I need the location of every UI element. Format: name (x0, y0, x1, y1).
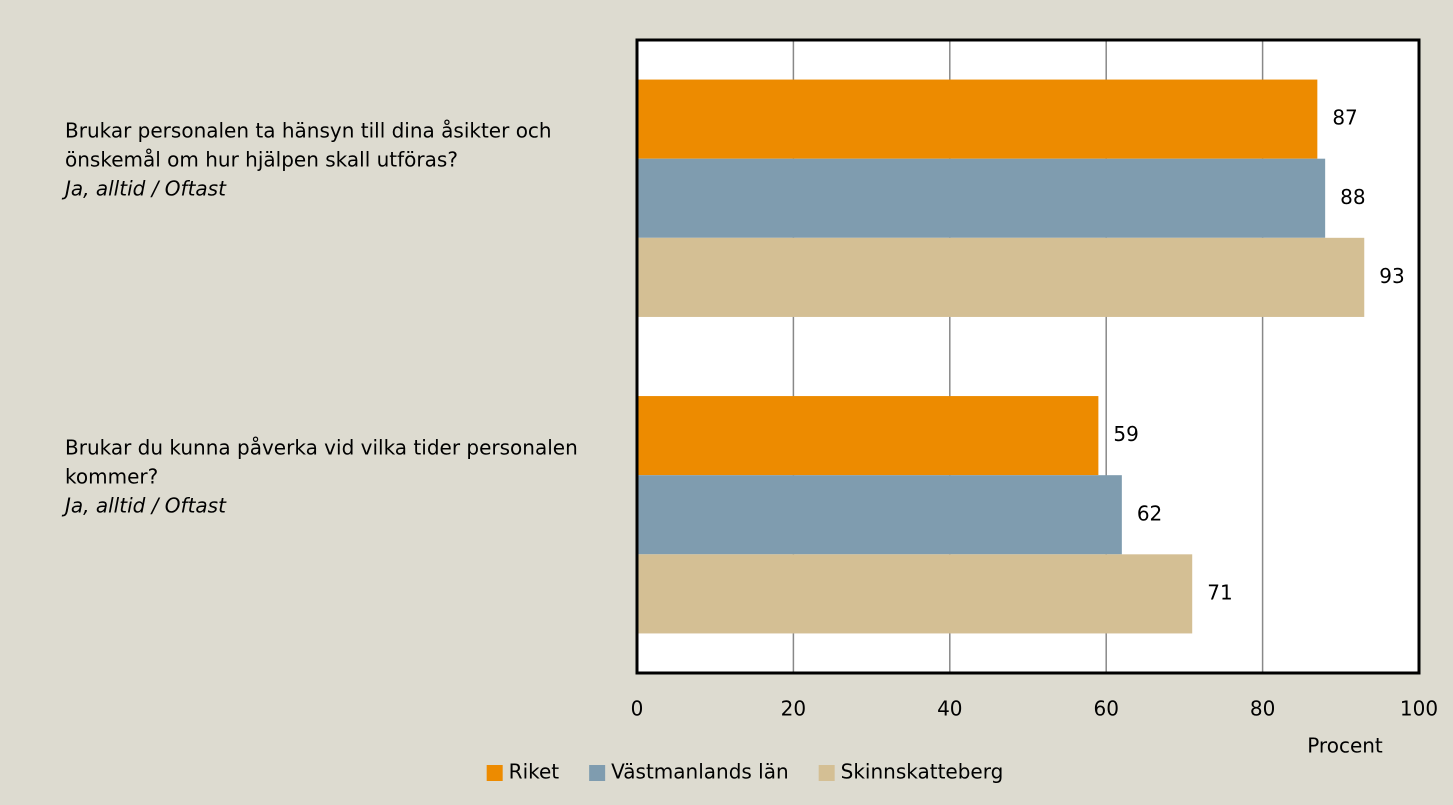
category-note: Ja, alltid / Oftast (65, 493, 226, 518)
bar (637, 475, 1122, 555)
x-tick-label: 40 (937, 697, 962, 721)
x-tick-label: 80 (1250, 697, 1275, 721)
x-tick-label: 100 (1400, 697, 1438, 721)
x-axis-title: Procent (1307, 734, 1383, 758)
bar (637, 396, 1099, 476)
legend-label: Västmanlands län (611, 760, 789, 784)
legend-label: Riket (509, 760, 560, 784)
legend-label: Skinnskatteberg (841, 760, 1004, 784)
category-label: Brukar du kunna påverka vid vilka tider … (65, 433, 585, 520)
category-label: Brukar personalen ta hänsyn till dina ås… (65, 117, 585, 204)
legend-swatch (818, 765, 835, 781)
bar (637, 158, 1326, 238)
bar (637, 554, 1193, 634)
plot-border (635, 38, 1421, 675)
bar (637, 237, 1365, 317)
value-label: 88 (1340, 185, 1365, 209)
legend-swatch (589, 765, 606, 781)
legend-swatch (486, 765, 503, 781)
category-note: Ja, alltid / Oftast (65, 176, 226, 201)
value-label: 87 (1332, 106, 1357, 130)
x-tick-label: 20 (781, 697, 806, 721)
category-text: Brukar personalen ta hänsyn till dina ås… (65, 118, 552, 172)
value-label: 59 (1113, 422, 1138, 446)
category-text: Brukar du kunna påverka vid vilka tider … (65, 435, 578, 489)
value-label: 93 (1379, 264, 1404, 288)
x-tick-label: 60 (1093, 697, 1118, 721)
value-label: 71 (1207, 580, 1232, 604)
value-label: 62 (1137, 501, 1162, 525)
x-tick-label: 0 (631, 697, 644, 721)
bar (637, 79, 1318, 159)
